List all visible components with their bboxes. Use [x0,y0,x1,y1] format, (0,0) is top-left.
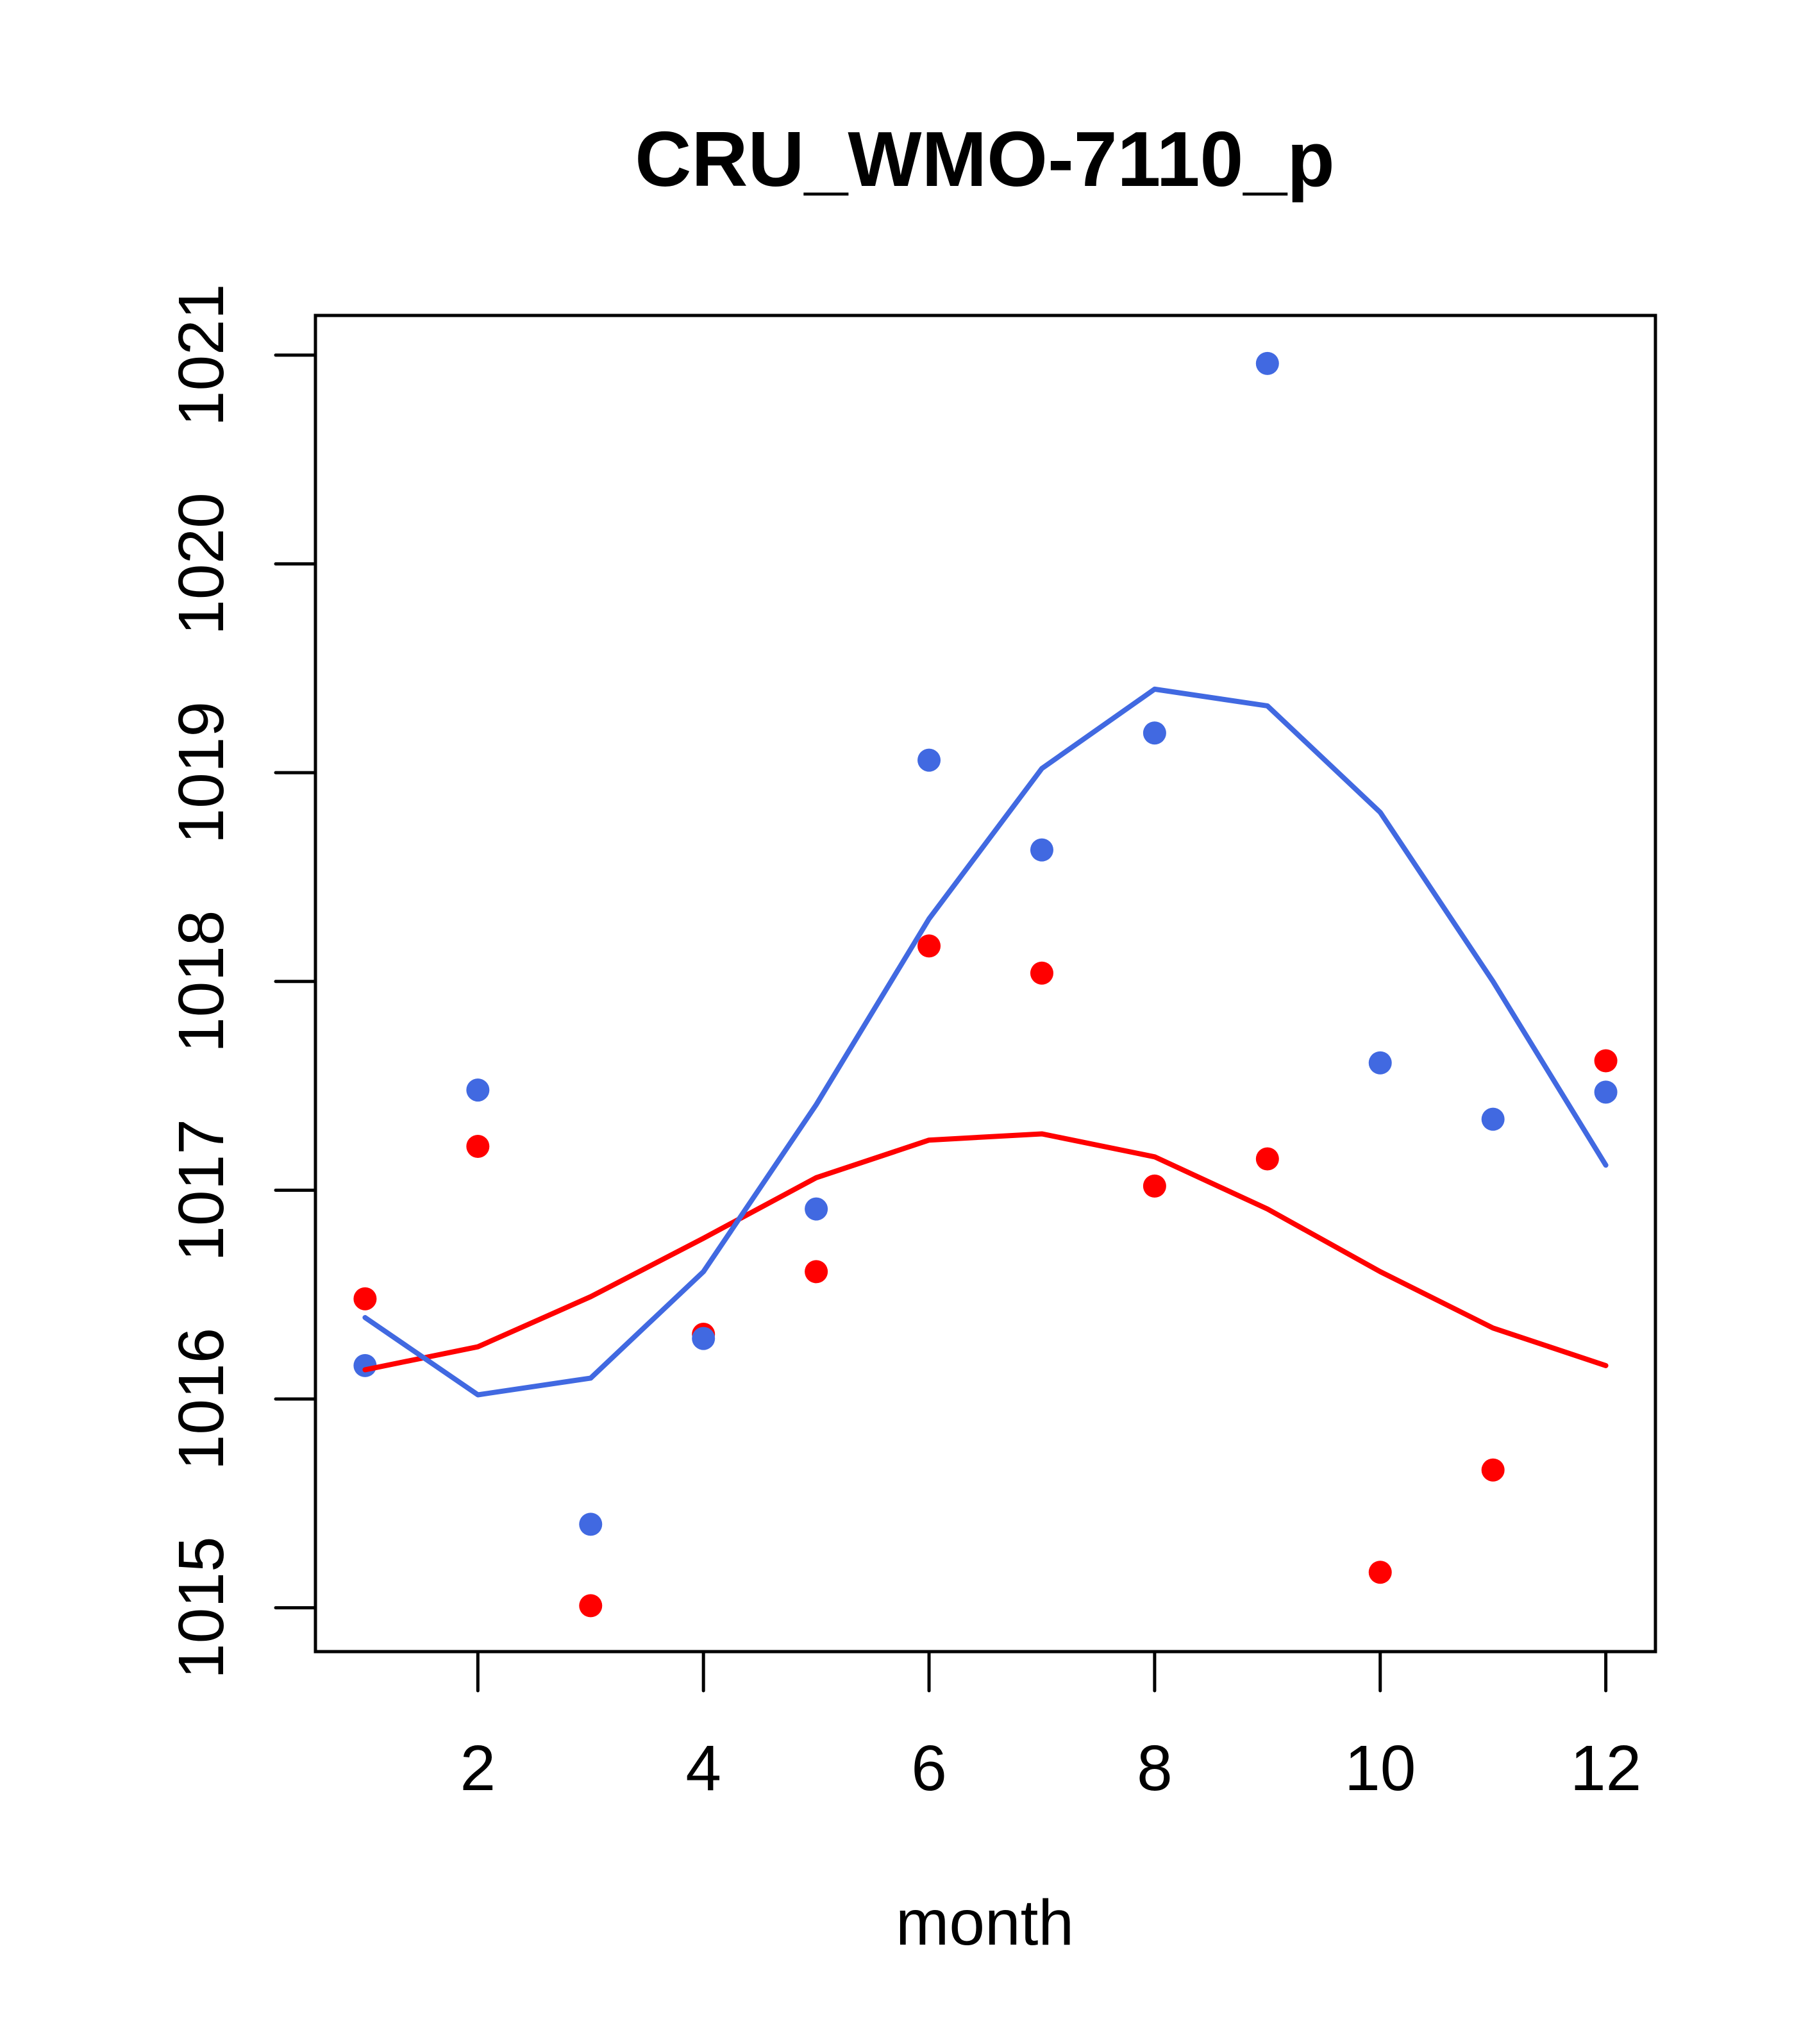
red-point [1143,1174,1166,1198]
red-point [466,1134,490,1158]
blue-point [1255,351,1279,375]
blue-point [1481,1107,1505,1131]
red-point [1481,1458,1505,1482]
red-point [1594,1049,1618,1073]
y-axis: 1015 1016 1017 1018 1019 1020 1021 [165,284,317,1679]
x-tick-label: 12 [1570,1732,1641,1804]
red-point [1030,961,1053,985]
x-axis: 2 4 6 8 10 12 [460,1650,1641,1804]
blue-point [1030,838,1053,862]
red-line [362,1131,1609,1373]
x-tick-label: 10 [1344,1732,1416,1804]
y-tick-label: 1019 [165,701,237,844]
x-tick-label: 6 [911,1732,947,1804]
y-tick-label: 1016 [165,1328,237,1470]
y-tick-label: 1021 [165,284,237,426]
red-point [353,1287,377,1311]
blue-point [579,1512,603,1536]
x-axis-label: month [896,1887,1074,1959]
chart-title: CRU_WMO-7110_p [635,115,1335,203]
y-tick-label: 1018 [165,910,237,1053]
red-points-series [353,934,1618,1618]
red-point [1368,1561,1392,1584]
blue-point [1143,721,1166,745]
red-point [917,934,941,958]
red-point [579,1594,603,1618]
x-tick-label: 8 [1137,1732,1173,1804]
blue-points-series [353,351,1618,1536]
blue-point [1594,1080,1618,1104]
red-point [805,1260,828,1284]
blue-line [362,686,1609,1398]
blue-point [917,748,941,772]
blue-point [692,1327,716,1350]
plot-area [353,351,1618,1618]
y-tick-label: 1020 [165,492,237,635]
blue-point [805,1197,828,1221]
blue-point [466,1078,490,1102]
plot-frame [314,314,1657,1654]
red-point [1255,1147,1279,1171]
blue-point [1368,1051,1392,1075]
x-tick-label: 4 [685,1732,721,1804]
x-tick-label: 2 [460,1732,496,1804]
y-tick-label: 1015 [165,1536,237,1679]
y-tick-label: 1017 [165,1119,237,1261]
blue-point [353,1353,377,1377]
